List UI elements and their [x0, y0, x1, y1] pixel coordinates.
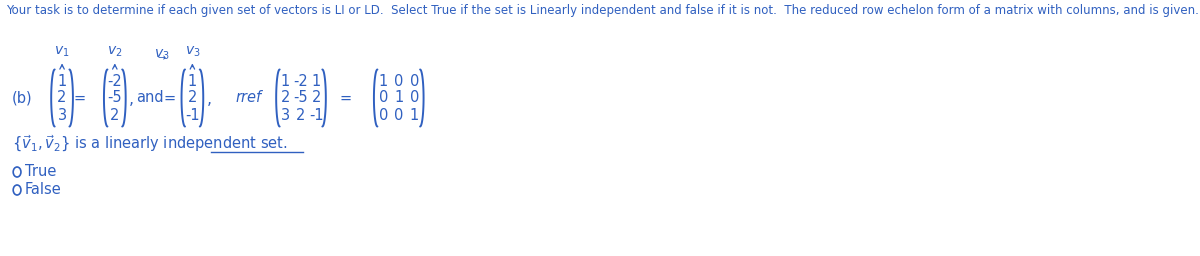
Text: 1: 1 [187, 73, 197, 89]
Text: 1: 1 [312, 73, 322, 89]
Text: 2: 2 [296, 108, 306, 123]
Text: =: = [73, 91, 85, 105]
Text: 0: 0 [394, 73, 403, 89]
Text: False: False [25, 183, 61, 197]
Text: rref: rref [235, 91, 262, 105]
Text: $v_3$: $v_3$ [154, 48, 169, 62]
Text: ,: , [206, 92, 211, 108]
Text: 1: 1 [409, 108, 419, 123]
Text: $\rightarrow$: $\rightarrow$ [156, 52, 167, 62]
Text: 3: 3 [281, 108, 290, 123]
Text: 2: 2 [187, 91, 197, 105]
Text: $v_{2}$: $v_{2}$ [107, 45, 122, 59]
Text: =: = [163, 91, 175, 105]
Text: 1: 1 [281, 73, 290, 89]
Text: 0: 0 [394, 108, 403, 123]
Text: Your task is to determine if each given set of vectors is LI or LD.  Select True: Your task is to determine if each given … [6, 4, 1199, 17]
Text: $v_{3}$: $v_{3}$ [185, 45, 200, 59]
Text: -5: -5 [108, 91, 122, 105]
Text: 0: 0 [378, 91, 388, 105]
Text: -5: -5 [294, 91, 308, 105]
Text: 2: 2 [110, 108, 120, 123]
Text: 2: 2 [312, 91, 322, 105]
Text: 0: 0 [409, 73, 419, 89]
Text: and: and [137, 91, 164, 105]
Text: ,: , [128, 92, 134, 108]
Text: -1: -1 [185, 108, 199, 123]
Text: (b): (b) [12, 91, 32, 105]
Text: -2: -2 [108, 73, 122, 89]
Text: -1: -1 [310, 108, 324, 123]
Text: $\{\vec{v}_1, \vec{v}_2\}$ is a linearly independent set.: $\{\vec{v}_1, \vec{v}_2\}$ is a linearly… [12, 134, 287, 154]
Text: True: True [25, 165, 56, 179]
Text: 0: 0 [378, 108, 388, 123]
Text: 3: 3 [58, 108, 67, 123]
Text: 2: 2 [58, 91, 67, 105]
Text: $v_{1}$: $v_{1}$ [54, 45, 70, 59]
Text: 1: 1 [394, 91, 403, 105]
Text: 1: 1 [379, 73, 388, 89]
Text: 0: 0 [409, 91, 419, 105]
Text: =: = [340, 91, 352, 105]
Text: 2: 2 [281, 91, 290, 105]
Text: -2: -2 [294, 73, 308, 89]
Text: 1: 1 [58, 73, 67, 89]
